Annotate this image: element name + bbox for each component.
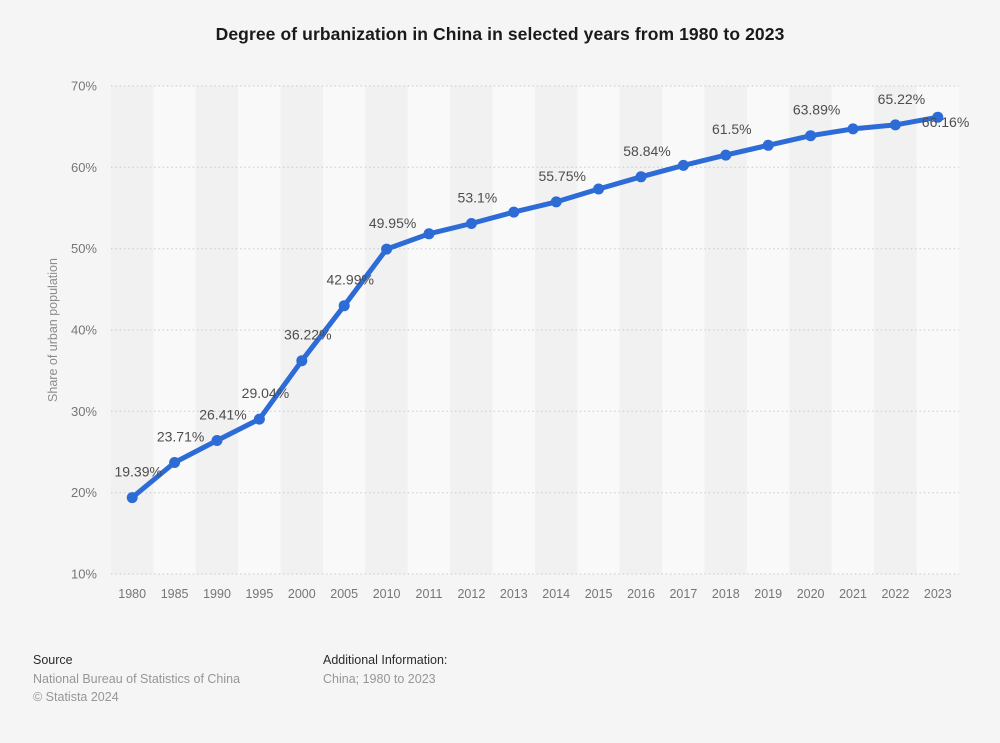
- data-point: [635, 171, 647, 183]
- x-tick-label: 2020: [797, 587, 825, 601]
- chart-title: Degree of urbanization in China in selec…: [215, 24, 785, 44]
- y-tick-label: 60%: [71, 160, 97, 175]
- plot-band: [195, 86, 239, 574]
- data-label: 65.22%: [878, 91, 925, 107]
- source-block: Source National Bureau of Statistics of …: [33, 651, 240, 707]
- data-point: [381, 243, 393, 255]
- source-name: National Bureau of Statistics of China: [33, 671, 241, 686]
- plot-band: [577, 86, 620, 574]
- x-tick-label: 2013: [500, 587, 528, 601]
- data-label: 29.04%: [242, 385, 289, 401]
- x-tick-label: 2014: [542, 587, 570, 601]
- data-point: [126, 492, 138, 504]
- data-label: 63.89%: [793, 102, 840, 118]
- data-label: 61.5%: [712, 121, 752, 137]
- x-tick-label: 2021: [839, 587, 867, 601]
- data-label: 23.71%: [157, 429, 204, 445]
- urbanization-line-chart: 10% 20% 30% 40% 50% 60% 70% 1980 1985 1990 1995 200…: [46, 79, 969, 602]
- x-tick-label: 2005: [330, 587, 358, 601]
- data-label: 49.95%: [369, 215, 416, 231]
- chart-line: [129, 114, 941, 501]
- x-tick-label: 2010: [373, 587, 401, 601]
- data-label: 66.16%: [922, 114, 969, 130]
- data-label: 53.1%: [458, 190, 498, 206]
- additional-info-block: Additional Information: China; 1980 to 2…: [323, 651, 447, 688]
- x-tick-label: 2000: [288, 587, 316, 601]
- plot-band: [407, 86, 451, 574]
- data-point: [593, 183, 605, 195]
- data-point: [847, 123, 859, 135]
- data-point: [211, 435, 223, 446]
- plot-band: [874, 86, 917, 574]
- y-tick-label: 20%: [71, 485, 97, 500]
- x-tick-label: 1990: [203, 587, 231, 601]
- data-label: 55.75%: [538, 168, 585, 184]
- data-point: [169, 457, 181, 468]
- y-tick-label: 30%: [71, 404, 97, 419]
- data-point: [720, 149, 732, 161]
- y-tick-label: 40%: [71, 323, 97, 338]
- y-tick-label: 70%: [71, 79, 97, 94]
- data-point: [338, 300, 350, 312]
- data-point: [889, 119, 901, 131]
- data-point: [677, 159, 689, 171]
- data-point: [762, 139, 774, 151]
- data-label: 58.84%: [623, 143, 670, 159]
- x-tick-label: 2018: [712, 587, 740, 601]
- y-axis-title: Share of urban population: [46, 258, 60, 402]
- x-tick-label: 2015: [585, 587, 613, 601]
- data-point: [805, 130, 817, 142]
- x-tick-label: 1985: [161, 587, 189, 601]
- data-label: 26.41%: [199, 407, 246, 423]
- source-label: Source: [33, 653, 73, 667]
- additional-info-label: Additional Information:: [323, 653, 448, 667]
- x-tick-label: 2016: [627, 587, 655, 601]
- x-tick-label: 2012: [457, 587, 485, 601]
- x-tick-label: 1995: [245, 587, 273, 601]
- data-point: [932, 111, 944, 123]
- x-tick-label: 1980: [118, 587, 146, 601]
- x-tick-label: 2023: [924, 587, 952, 601]
- x-tick-label: 2022: [881, 587, 909, 601]
- y-tick-label: 50%: [71, 241, 97, 256]
- copyright-notice: © Statista 2024: [33, 690, 119, 704]
- x-tick-label: 2011: [416, 587, 443, 601]
- x-tick-label: 2019: [754, 587, 782, 601]
- additional-info-value: China; 1980 to 2023: [323, 671, 436, 686]
- data-point: [465, 218, 477, 229]
- data-label: 42.99%: [326, 272, 373, 288]
- plot-band: [492, 86, 535, 574]
- plot-band: [789, 86, 832, 574]
- data-point: [423, 228, 435, 240]
- data-point: [550, 196, 562, 208]
- x-tick-label: 2017: [669, 587, 697, 601]
- data-point: [296, 355, 308, 367]
- data-point: [253, 413, 265, 425]
- data-label: 36.22%: [284, 327, 331, 343]
- data-label: 19.39%: [114, 464, 161, 480]
- y-tick-label: 10%: [71, 567, 97, 582]
- data-point: [508, 206, 520, 218]
